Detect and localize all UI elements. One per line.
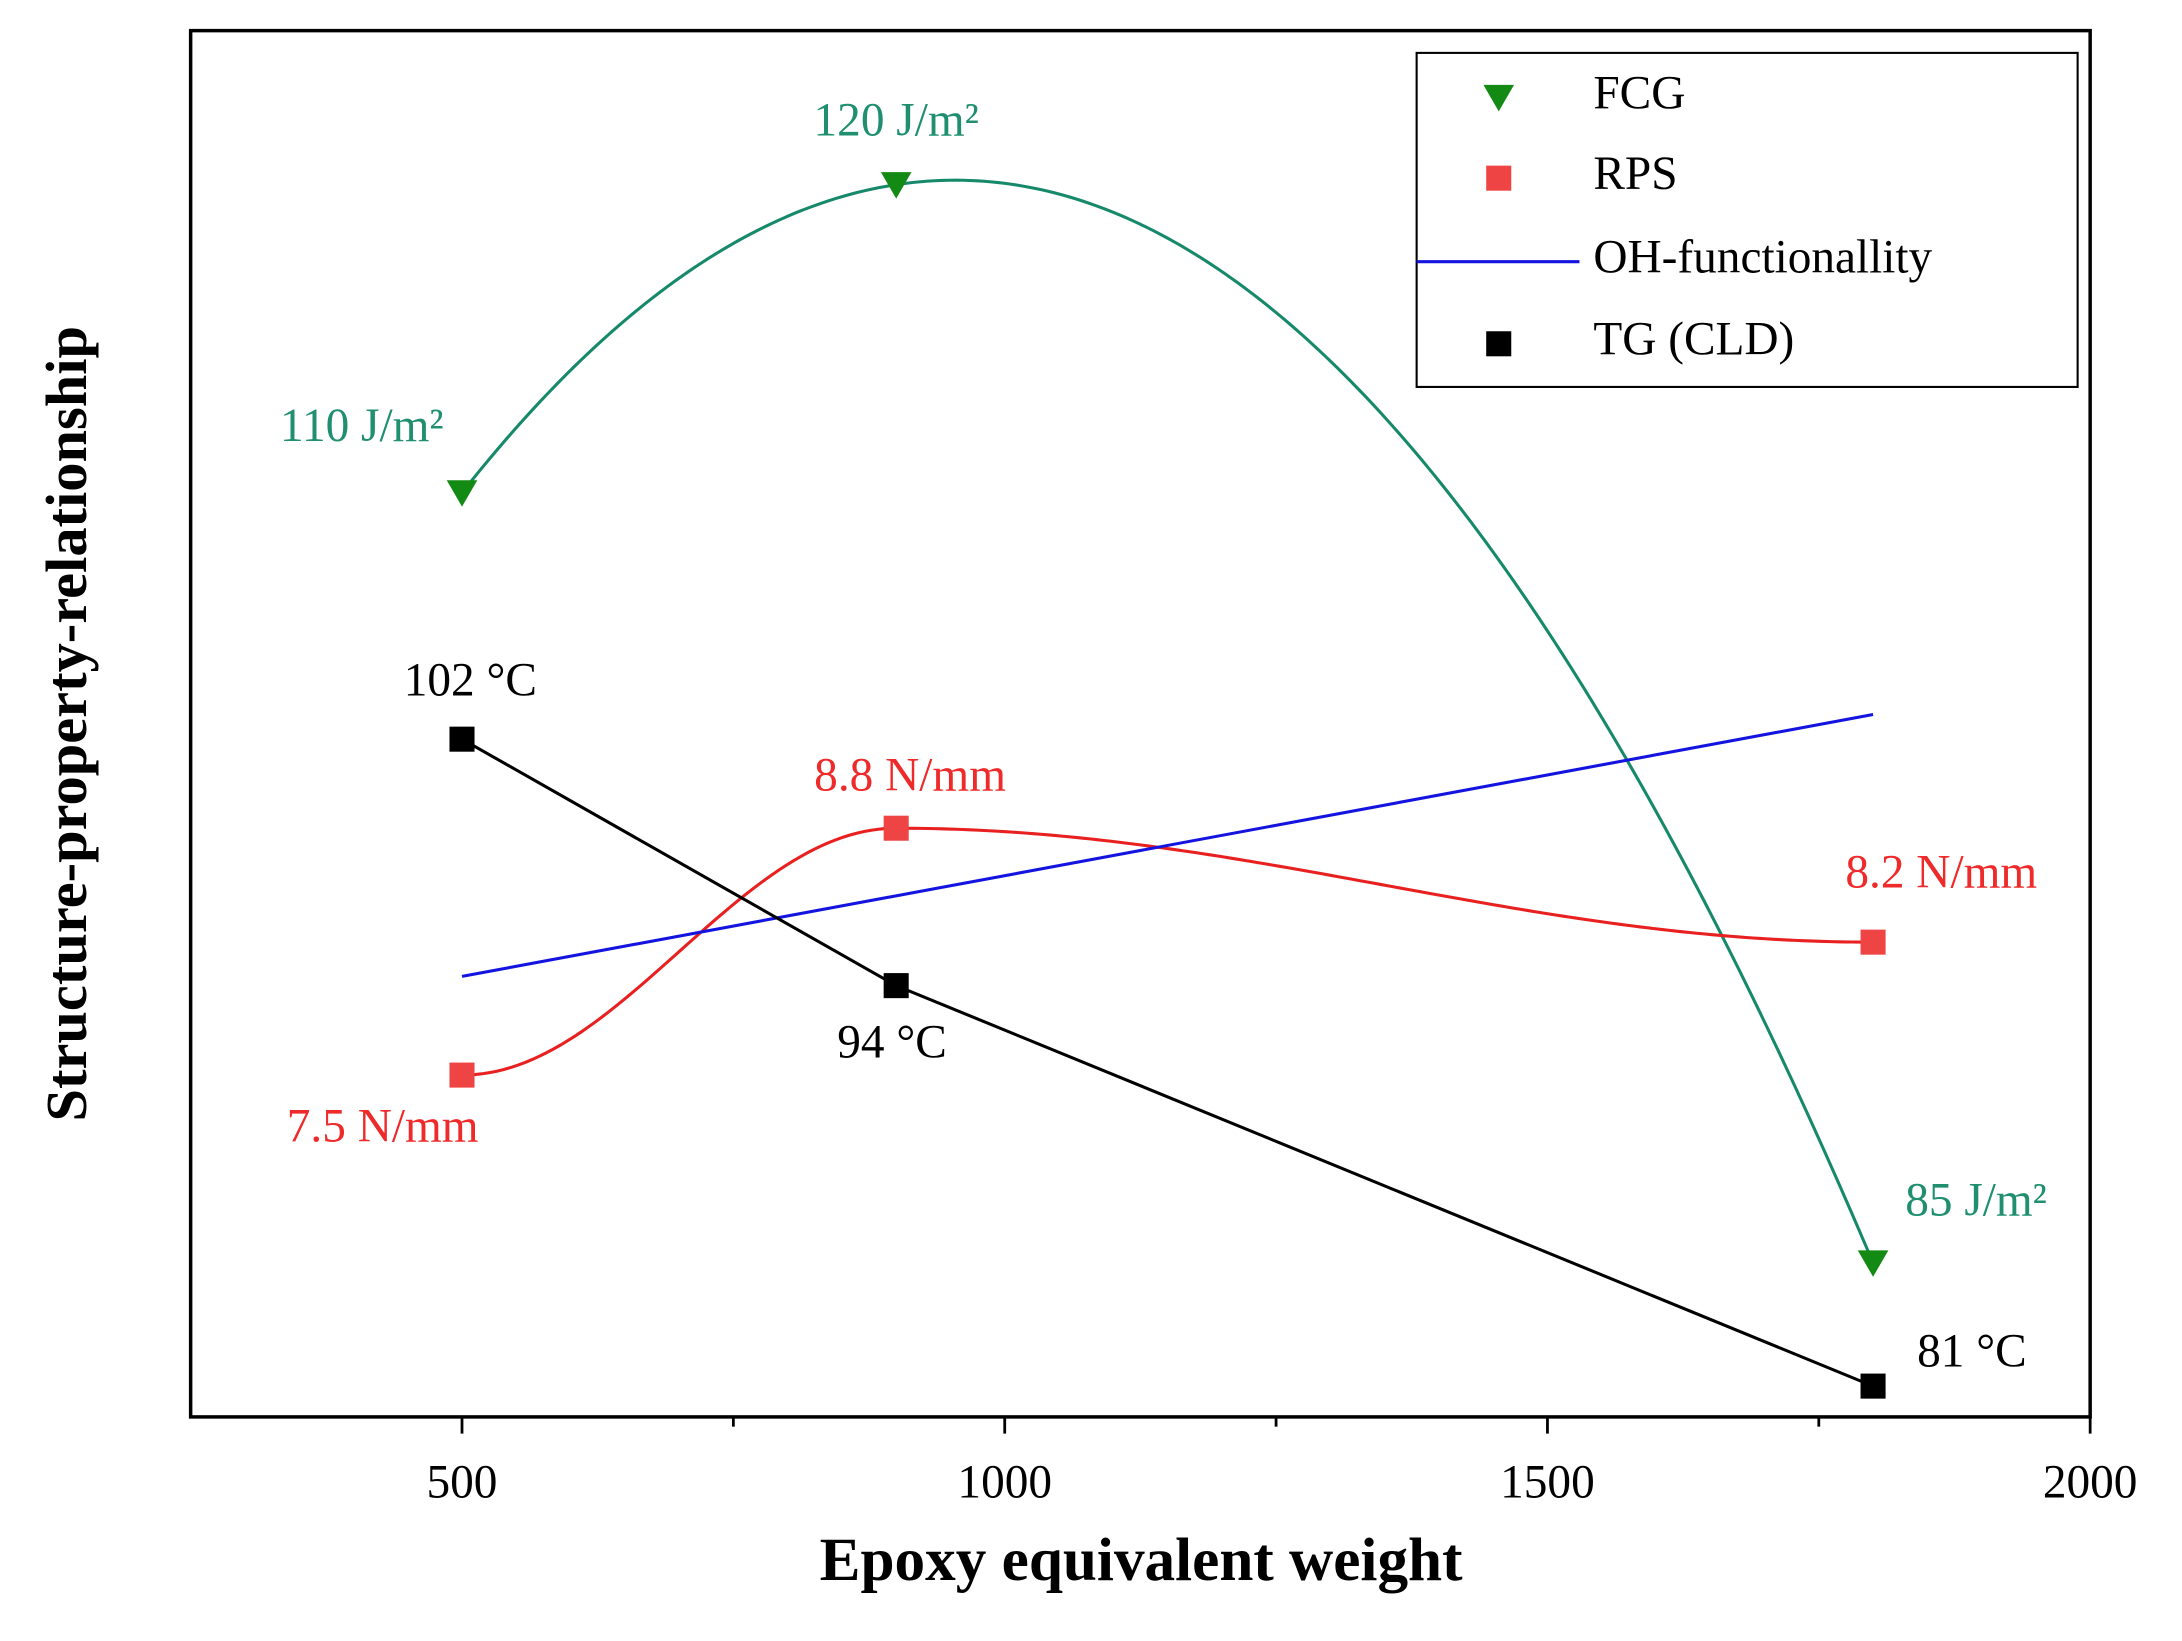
series-line — [461, 713, 1874, 978]
marker — [449, 1062, 475, 1088]
x-axis-title: Epoxy equivalent weight — [820, 1526, 1463, 1594]
data-label: 7.5 N/mm — [287, 1101, 479, 1153]
legend-label: TG (CLD) — [1593, 314, 1794, 366]
data-label: 120 J/m² — [814, 95, 979, 147]
data-label: 8.8 N/mm — [814, 749, 1006, 801]
data-label: 110 J/m² — [280, 400, 444, 452]
plot-frame — [188, 28, 2092, 1419]
legend-label: FCG — [1593, 67, 1685, 119]
legend-label: OH-functionallity — [1593, 232, 1932, 284]
legend-label: RPS — [1593, 148, 1677, 200]
x-tick-label: 500 — [427, 1456, 498, 1508]
data-label: 102 °C — [404, 655, 537, 707]
x-tick-label: 1500 — [1500, 1456, 1595, 1508]
x-tick-label: 2000 — [2043, 1456, 2138, 1508]
marker — [449, 726, 475, 752]
marker — [1857, 1250, 1889, 1277]
data-label: 94 °C — [837, 1017, 947, 1069]
marker — [880, 172, 912, 199]
marker — [1860, 929, 1886, 955]
data-label: 8.2 N/mm — [1845, 847, 2037, 899]
series-line — [460, 178, 1875, 1264]
marker — [1860, 1373, 1886, 1399]
x-tick-label: 1000 — [957, 1456, 1052, 1508]
marker — [446, 480, 478, 507]
marker — [1486, 331, 1512, 357]
marker — [883, 973, 909, 999]
marker — [883, 815, 909, 841]
y-axis-title: Structure-property-relationship — [34, 326, 99, 1121]
marker — [1483, 84, 1515, 112]
series-line — [461, 826, 1874, 1077]
marker — [1486, 165, 1512, 191]
data-label: 85 J/m² — [1905, 1174, 2047, 1226]
legend-box — [1415, 51, 2079, 388]
data-label: 81 °C — [1917, 1325, 2027, 1377]
